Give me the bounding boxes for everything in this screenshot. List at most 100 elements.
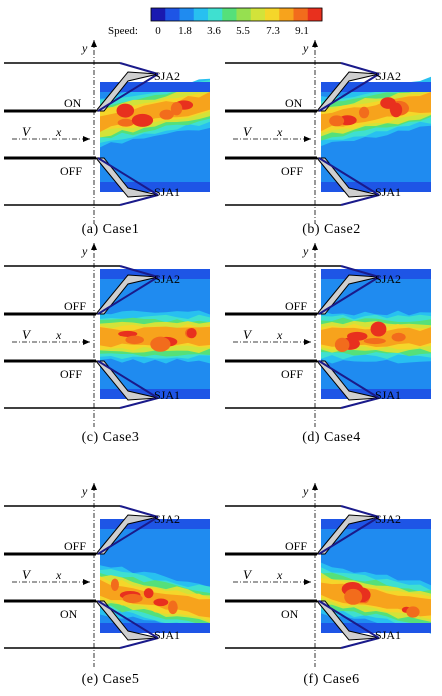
- sja1-body: [315, 157, 380, 198]
- contour-band: [321, 182, 431, 192]
- velocity-contour: [321, 76, 431, 192]
- sja2-outlet: [318, 516, 380, 555]
- x-axis-arrowhead: [304, 136, 311, 142]
- contour-hotspot: [344, 588, 363, 605]
- colorbar-cell: [307, 8, 323, 21]
- contour-band: [321, 82, 431, 92]
- sja1-body: [315, 360, 380, 401]
- diagram-labels: y V x OFF OFF SJA2 SJA1: [233, 243, 401, 427]
- sja1-label: SJA1: [375, 628, 401, 642]
- contour-band: [321, 519, 431, 529]
- flow-diagram: y V x ON OFF SJA2 SJA1: [225, 40, 431, 224]
- colorbar-cell: [179, 8, 195, 21]
- y-axis-arrowhead: [312, 40, 318, 47]
- sja1-body: [94, 600, 159, 641]
- sja2-body: [315, 514, 380, 555]
- velocity-contour: [100, 519, 210, 633]
- flow-velocity-label: V: [243, 124, 253, 139]
- sja2-outlet: [318, 73, 380, 112]
- top-actuator-state: OFF: [285, 539, 307, 553]
- contour-hotspot: [168, 600, 178, 615]
- sja2-body: [94, 274, 159, 315]
- bottom-actuator-state: OFF: [281, 164, 303, 178]
- sja1-edge: [119, 637, 159, 649]
- colorbar-cell: [279, 8, 294, 21]
- contour-hotspot: [347, 331, 368, 341]
- bottom-actuator-state: OFF: [60, 164, 82, 178]
- y-axis-label: y: [81, 484, 88, 498]
- sja2-edge: [340, 265, 380, 278]
- bottom-actuator-state: OFF: [281, 367, 303, 381]
- sja1-outlet: [97, 600, 159, 639]
- speed-colorbar: Speed: 0 1.8 3.6 5.5 7.3 9.1: [108, 7, 323, 37]
- flow-velocity-label: V: [22, 567, 32, 582]
- actuators: [94, 62, 159, 206]
- diagram-labels: y V x OFF ON SJA2 SJA1: [233, 483, 401, 667]
- sja2-label: SJA2: [154, 512, 180, 526]
- y-axis-label: y: [302, 244, 309, 258]
- contour-hotspot: [153, 598, 169, 607]
- flow-velocity-label: V: [22, 327, 32, 342]
- colorbar-cell: [193, 8, 209, 21]
- colorbar-title: Speed:: [108, 25, 138, 37]
- y-axis-arrowhead: [312, 483, 318, 490]
- sja2-label: SJA2: [154, 69, 180, 83]
- contour-band: [321, 269, 431, 279]
- diagram-labels: y V x OFF OFF SJA2 SJA1: [12, 243, 180, 427]
- velocity-contour: [321, 519, 431, 634]
- sja1-body: [94, 360, 159, 401]
- colorbar-cell: [250, 8, 266, 21]
- diagram-labels: y V x ON OFF SJA2 SJA1: [233, 40, 401, 224]
- colorbar-tick-label: 0: [155, 25, 161, 37]
- sja2-label: SJA2: [375, 272, 401, 286]
- contour-hotspot: [159, 109, 174, 120]
- panel-caption: (f) Case6: [303, 672, 360, 687]
- y-axis-label: y: [302, 484, 309, 498]
- flow-velocity-label: V: [243, 567, 253, 582]
- channel-walls: [225, 505, 341, 649]
- sja2-label: SJA2: [154, 272, 180, 286]
- channel-walls: [4, 505, 120, 649]
- contour-hotspot: [370, 321, 387, 337]
- contour-hotspot: [116, 103, 135, 118]
- top-actuator-state: OFF: [64, 299, 86, 313]
- contour-hotspot: [125, 335, 144, 345]
- flow-diagram: y V x OFF ON SJA2 SJA1: [225, 483, 431, 667]
- colorbar-cell: [265, 8, 280, 21]
- flow-diagram: y V x ON OFF SJA2 SJA1: [4, 40, 210, 224]
- contour-hotspot: [186, 328, 197, 339]
- velocity-contour: [321, 269, 431, 399]
- sja1-label: SJA1: [154, 185, 180, 199]
- contour-hotspot: [143, 588, 154, 599]
- sja2-edge: [119, 62, 159, 75]
- panel-caption: (d) Case4: [302, 430, 361, 445]
- actuators: [94, 265, 159, 409]
- colorbar-cell: [165, 8, 180, 21]
- x-axis-label: x: [55, 125, 62, 139]
- x-axis-arrowhead: [83, 339, 90, 345]
- sja2-label: SJA2: [375, 69, 401, 83]
- bottom-actuator-state: OFF: [60, 367, 82, 381]
- diagram-labels: y V x ON OFF SJA2 SJA1: [12, 40, 180, 224]
- actuators: [94, 505, 159, 649]
- sja2-body: [315, 274, 380, 315]
- colorbar-tick-label: 7.3: [266, 25, 280, 37]
- contour-band: [100, 519, 210, 529]
- channel-walls: [225, 265, 341, 409]
- colorbar-tick-label: 9.1: [295, 25, 309, 37]
- contour-band: [100, 579, 210, 618]
- contour-hotspot: [363, 338, 386, 345]
- colorbar-tick-labels: 0 1.8 3.6 5.5 7.3 9.1: [155, 25, 309, 37]
- flow-diagram: y V x OFF OFF SJA2 SJA1: [225, 243, 431, 427]
- y-axis-arrowhead: [91, 483, 97, 490]
- colorbar-tick-label: 3.6: [207, 25, 221, 37]
- top-actuator-state: OFF: [285, 299, 307, 313]
- contour-hotspot: [391, 332, 406, 342]
- sja1-edge: [119, 397, 159, 409]
- flow-velocity-label: V: [22, 124, 32, 139]
- x-axis-arrowhead: [304, 339, 311, 345]
- sja1-edge: [340, 637, 380, 649]
